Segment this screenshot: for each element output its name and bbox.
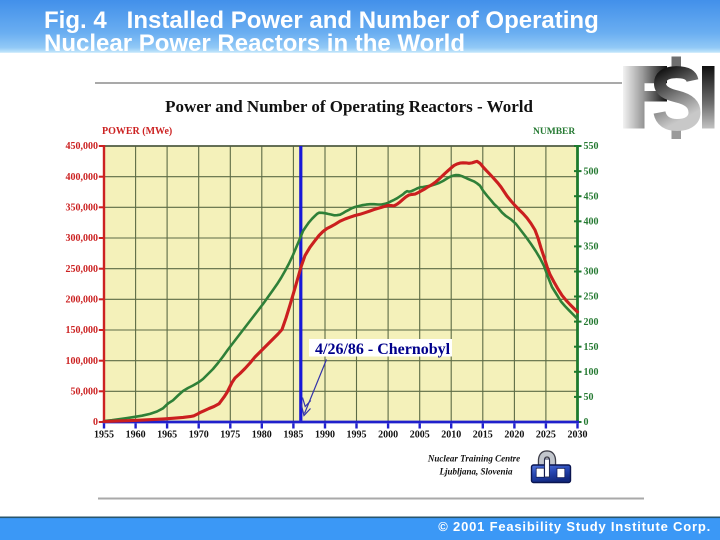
svg-text:450: 450 <box>584 191 599 202</box>
svg-text:150: 150 <box>584 342 599 353</box>
svg-text:200,000: 200,000 <box>66 295 99 306</box>
svg-text:450,000: 450,000 <box>66 141 99 152</box>
svg-text:300,000: 300,000 <box>66 233 99 244</box>
svg-text:500: 500 <box>584 166 599 177</box>
svg-text:0: 0 <box>93 417 98 428</box>
svg-text:POWER (MWe): POWER (MWe) <box>102 126 172 137</box>
svg-text:50,000: 50,000 <box>71 387 99 398</box>
svg-text:Nuclear Power Reactors in the: Nuclear Power Reactors in the World <box>44 30 465 57</box>
svg-text:250,000: 250,000 <box>66 264 99 275</box>
svg-text:100,000: 100,000 <box>66 356 99 367</box>
svg-text:2010: 2010 <box>441 430 461 441</box>
svg-text:Ljubljana, Slovenia: Ljubljana, Slovenia <box>438 467 513 477</box>
svg-text:4/26/86 - Chernobyl: 4/26/86 - Chernobyl <box>315 341 451 358</box>
svg-text:1975: 1975 <box>220 430 240 441</box>
svg-text:2000: 2000 <box>378 430 398 441</box>
svg-text:150,000: 150,000 <box>66 325 99 336</box>
svg-text:2005: 2005 <box>410 430 430 441</box>
svg-text:1985: 1985 <box>283 430 303 441</box>
svg-text:0: 0 <box>584 417 589 428</box>
svg-text:350: 350 <box>584 242 599 253</box>
svg-text:1970: 1970 <box>189 430 209 441</box>
svg-text:1990: 1990 <box>315 430 335 441</box>
svg-text:400,000: 400,000 <box>66 172 99 183</box>
svg-text:400: 400 <box>584 217 599 228</box>
svg-text:2025: 2025 <box>536 430 556 441</box>
svg-text:250: 250 <box>584 292 599 303</box>
svg-text:NUMBER: NUMBER <box>533 127 575 137</box>
svg-text:200: 200 <box>584 317 599 328</box>
svg-text:Nuclear Training Centre: Nuclear Training Centre <box>427 454 520 464</box>
svg-text:2030: 2030 <box>568 430 588 441</box>
svg-text:350,000: 350,000 <box>66 203 99 214</box>
svg-text:1965: 1965 <box>157 430 177 441</box>
svg-text:1995: 1995 <box>347 430 367 441</box>
svg-text:© 2001 Feasibility Study Insti: © 2001 Feasibility Study Institute Corp. <box>438 519 711 534</box>
svg-text:300: 300 <box>584 267 599 278</box>
svg-text:Fig. 4 Installed Power and N: Fig. 4 Installed Power and Number of Ope… <box>44 7 599 34</box>
svg-text:1980: 1980 <box>252 430 272 441</box>
svg-text:100: 100 <box>584 367 599 378</box>
svg-text:1960: 1960 <box>126 430 146 441</box>
svg-text:2015: 2015 <box>473 430 493 441</box>
svg-text:50: 50 <box>584 392 594 403</box>
svg-text:Power and Number of Operating: Power and Number of Operating Reactors -… <box>165 97 533 116</box>
svg-text:550: 550 <box>584 141 599 152</box>
svg-text:1955: 1955 <box>94 430 114 441</box>
svg-text:2020: 2020 <box>504 430 524 441</box>
